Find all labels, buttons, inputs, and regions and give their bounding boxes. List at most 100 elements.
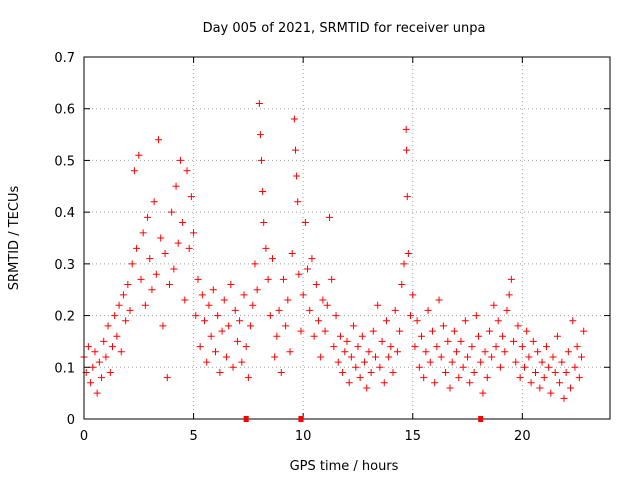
data-point <box>479 389 487 397</box>
x-tick-label: 0 <box>80 429 88 444</box>
data-point <box>466 379 474 387</box>
data-point <box>369 327 377 335</box>
data-point <box>485 327 493 335</box>
data-point <box>512 358 520 366</box>
data-point <box>439 322 447 330</box>
data-point <box>256 131 264 139</box>
gap-markers <box>243 416 484 422</box>
data-point <box>244 374 252 382</box>
data-point <box>183 167 191 175</box>
x-tick-label: 10 <box>295 429 312 444</box>
data-point <box>185 244 193 252</box>
data-point <box>562 368 570 376</box>
data-point <box>507 275 515 283</box>
data-point <box>403 193 411 201</box>
data-point <box>137 275 145 283</box>
data-point <box>402 125 410 133</box>
data-point <box>534 348 542 356</box>
data-point <box>529 337 537 345</box>
data-point <box>567 384 575 392</box>
chart-title: Day 005 of 2021, SRMTID for receiver unp… <box>203 21 486 36</box>
data-point <box>258 156 266 164</box>
data-point <box>403 146 411 154</box>
data-point <box>144 213 152 221</box>
data-point <box>461 317 469 325</box>
data-point <box>253 286 261 294</box>
data-point <box>201 317 209 325</box>
data-point <box>214 312 222 320</box>
data-point <box>523 327 531 335</box>
data-point <box>312 281 320 289</box>
data-point <box>356 374 364 382</box>
data-point <box>350 322 358 330</box>
data-point <box>542 343 550 351</box>
data-point <box>174 239 182 247</box>
data-point <box>424 306 432 314</box>
data-point <box>575 374 583 382</box>
data-points <box>80 100 588 402</box>
data-point <box>124 281 132 289</box>
data-point <box>95 358 103 366</box>
data-point <box>247 322 255 330</box>
data-point <box>163 374 171 382</box>
y-tick-label: 0.5 <box>54 154 75 169</box>
data-point <box>404 250 412 258</box>
data-point <box>216 368 224 376</box>
data-point <box>286 348 294 356</box>
data-point <box>148 286 156 294</box>
data-point <box>266 312 274 320</box>
data-point <box>273 332 281 340</box>
data-point <box>464 353 472 361</box>
data-point <box>545 363 553 371</box>
data-point <box>268 255 276 263</box>
data-point <box>209 286 217 294</box>
data-point <box>308 255 316 263</box>
data-point <box>496 363 504 371</box>
data-point <box>304 265 312 273</box>
data-point <box>407 312 415 320</box>
data-point <box>319 296 327 304</box>
data-point <box>271 353 279 361</box>
data-point <box>426 358 434 366</box>
grid <box>84 57 610 419</box>
data-point <box>391 306 399 314</box>
data-point <box>225 322 233 330</box>
data-point <box>518 343 526 351</box>
data-point <box>317 353 325 361</box>
data-point <box>569 317 577 325</box>
data-point <box>547 389 555 397</box>
data-point <box>310 332 318 340</box>
data-point <box>330 343 338 351</box>
x-tick-label: 20 <box>514 429 531 444</box>
data-point <box>108 343 116 351</box>
data-point <box>415 363 423 371</box>
data-point <box>564 348 572 356</box>
data-point <box>262 244 270 252</box>
data-point <box>334 358 342 366</box>
data-point <box>159 322 167 330</box>
data-point <box>490 301 498 309</box>
data-point <box>578 353 586 361</box>
data-point <box>277 368 285 376</box>
data-point <box>446 384 454 392</box>
gap-marker <box>298 416 304 422</box>
data-point <box>141 301 149 309</box>
data-point <box>150 198 158 206</box>
data-point <box>295 270 303 278</box>
data-point <box>442 368 450 376</box>
data-point <box>170 265 178 273</box>
data-point <box>361 358 369 366</box>
data-point <box>345 379 353 387</box>
data-point <box>323 301 331 309</box>
data-point <box>198 291 206 299</box>
data-point <box>448 358 456 366</box>
data-point <box>297 327 305 335</box>
data-point <box>450 327 458 335</box>
data-point <box>367 368 375 376</box>
data-point <box>291 146 299 154</box>
data-point <box>187 193 195 201</box>
data-point <box>483 374 491 382</box>
data-point <box>181 296 189 304</box>
y-tick-label: 0.1 <box>54 361 75 376</box>
data-point <box>389 368 397 376</box>
